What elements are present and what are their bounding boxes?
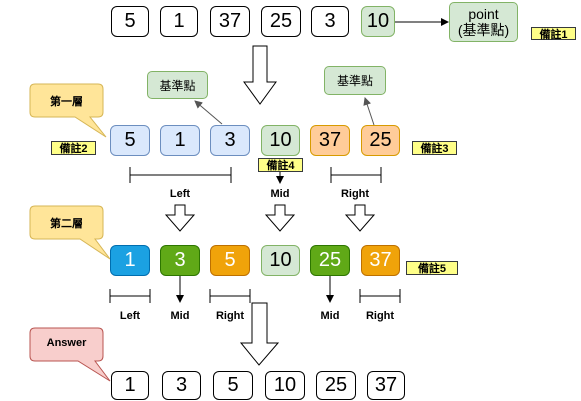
partition-mid-2b: Mid (320, 310, 340, 322)
note-1: 備註1 (531, 27, 576, 41)
pivot-arrow-left (194, 100, 223, 125)
answer-value-2: 3 (162, 371, 201, 400)
answer-value-6: 37 (367, 371, 405, 400)
partition-right-2b: Right (365, 310, 395, 322)
level1-value-4: 10 (261, 125, 300, 156)
note-2: 備註2 (51, 141, 96, 155)
level2-value-2: 3 (160, 245, 200, 276)
big-arrow-1 (243, 45, 277, 105)
answer-value-4: 10 (265, 371, 305, 400)
level1-value-5: 37 (310, 125, 350, 156)
point-label: point (基準點) (449, 2, 518, 42)
partition-right-2a: Right (215, 310, 245, 322)
top-value-5: 3 (311, 6, 349, 37)
partition-mid-1: Mid (270, 188, 290, 200)
callout-level1-shape (29, 83, 107, 138)
partition-left-1: Left (169, 188, 191, 200)
top-value-3: 37 (210, 6, 250, 37)
partition-mid-2a: Mid (170, 310, 190, 322)
bracket-right-1 (330, 167, 382, 183)
small-arrow-left (164, 204, 196, 232)
callout-answer: Answer (46, 337, 87, 349)
top-value-6: 10 (361, 6, 395, 37)
level1-value-6: 25 (361, 125, 400, 156)
callout-answer-shape (29, 327, 111, 382)
bracket-right-2b (359, 289, 401, 303)
callout-level2-shape (29, 205, 111, 260)
small-arrow-right (344, 204, 376, 232)
small-arrow-mid (264, 204, 296, 232)
pivot-bubble-right: 基準點 (324, 66, 386, 95)
level1-value-1: 5 (110, 125, 150, 156)
answer-value-5: 25 (316, 371, 356, 400)
level2-value-1: 1 (110, 245, 150, 276)
pivot-arrow-right (363, 97, 375, 126)
callout-level2: 第二層 (50, 218, 83, 230)
level2-value-5: 25 (310, 245, 350, 276)
level2-value-4: 10 (261, 245, 300, 276)
bracket-left-2a (109, 289, 151, 303)
partition-right-1: Right (340, 188, 370, 200)
top-value-4: 25 (261, 6, 301, 37)
top-value-2: 1 (160, 6, 198, 37)
note-5: 備註5 (406, 261, 458, 275)
answer-value-3: 5 (213, 371, 253, 400)
big-arrow-2 (239, 302, 280, 366)
answer-value-1: 1 (111, 371, 149, 400)
level1-value-3: 3 (210, 125, 250, 156)
bracket-right-2a (209, 289, 251, 303)
partition-left-2: Left (119, 310, 141, 322)
level2-value-3: 5 (210, 245, 250, 276)
bracket-left-1 (129, 167, 232, 183)
note-4: 備註4 (258, 158, 303, 172)
level1-value-2: 1 (160, 125, 200, 156)
note-3: 備註3 (412, 141, 457, 155)
level2-value-6: 37 (361, 245, 400, 276)
callout-level1: 第一層 (50, 96, 83, 108)
pivot-bubble-left: 基準點 (147, 71, 208, 99)
top-value-1: 5 (111, 6, 149, 37)
